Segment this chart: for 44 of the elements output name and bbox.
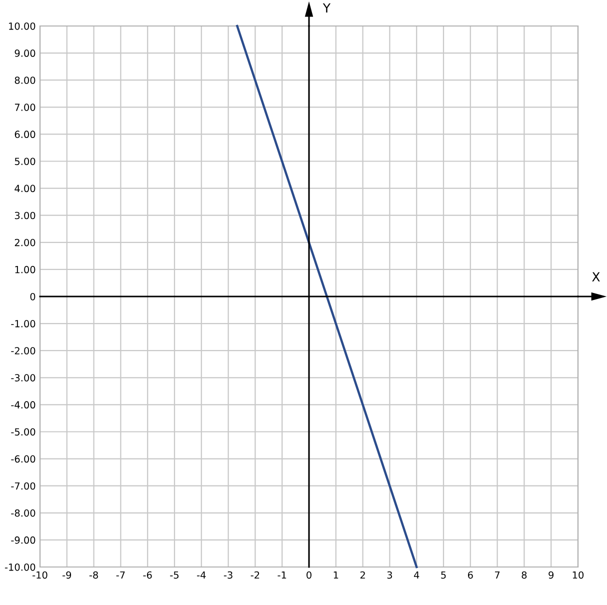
x-tick-label: -5 <box>170 571 178 579</box>
x-tick-label: -3 <box>224 571 232 579</box>
x-axis-title: X <box>592 272 600 282</box>
y-tick-label: 2.00 <box>14 238 36 246</box>
x-tick-label: -1 <box>278 571 286 579</box>
y-tick-label: -4.00 <box>11 401 36 409</box>
y-tick-label: -1.00 <box>11 320 36 328</box>
y-tick-label: 4.00 <box>14 184 36 192</box>
x-tick-label: 0 <box>306 571 312 579</box>
x-tick-label: 4 <box>414 571 420 579</box>
y-tick-label: 7.00 <box>14 104 36 111</box>
x-tick-label: 6 <box>468 571 473 579</box>
y-tick-label: 6.00 <box>14 130 36 138</box>
x-tick-label: 8 <box>522 571 527 579</box>
y-tick-label: 8.00 <box>14 76 36 84</box>
y-tick-label: 1.00 <box>15 266 36 274</box>
x-tick-label: -10 <box>32 571 48 579</box>
y-tick-label: -10.00 <box>4 563 36 571</box>
x-tick-label: -4 <box>197 571 206 579</box>
x-tick-label: 2 <box>360 571 365 579</box>
x-tick-label: -8 <box>89 571 98 579</box>
x-tick-label: 10 <box>572 571 584 579</box>
x-tick-label: 1 <box>334 571 338 579</box>
y-tick-label: 0 <box>30 292 36 300</box>
x-tick-label: 7 <box>495 571 500 579</box>
y-tick-label: -9.00 <box>11 536 36 544</box>
x-tick-label: 9 <box>548 571 554 579</box>
x-tick-label: -9 <box>62 571 72 579</box>
y-tick-label: 10.00 <box>9 22 36 30</box>
y-tick-label: -2.00 <box>11 347 36 354</box>
y-axis-title: Y <box>322 3 331 12</box>
y-tick-label: -6.00 <box>11 455 36 463</box>
x-tick-label: 5 <box>441 571 446 579</box>
x-tick-label: -7 <box>116 571 125 579</box>
y-tick-label: -3.00 <box>11 374 36 382</box>
y-tick-label: 5.00 <box>14 158 36 166</box>
y-tick-label: -8.00 <box>11 509 36 517</box>
x-tick-label: -2 <box>250 571 260 579</box>
y-tick-label: -5.00 <box>11 428 36 436</box>
y-tick-label: 3.00 <box>14 212 36 220</box>
y-tick-label: -7.00 <box>11 482 36 490</box>
x-tick-label: 3 <box>387 571 392 579</box>
y-tick-label: 9.00 <box>14 50 36 57</box>
x-tick-label: -6 <box>143 571 152 579</box>
